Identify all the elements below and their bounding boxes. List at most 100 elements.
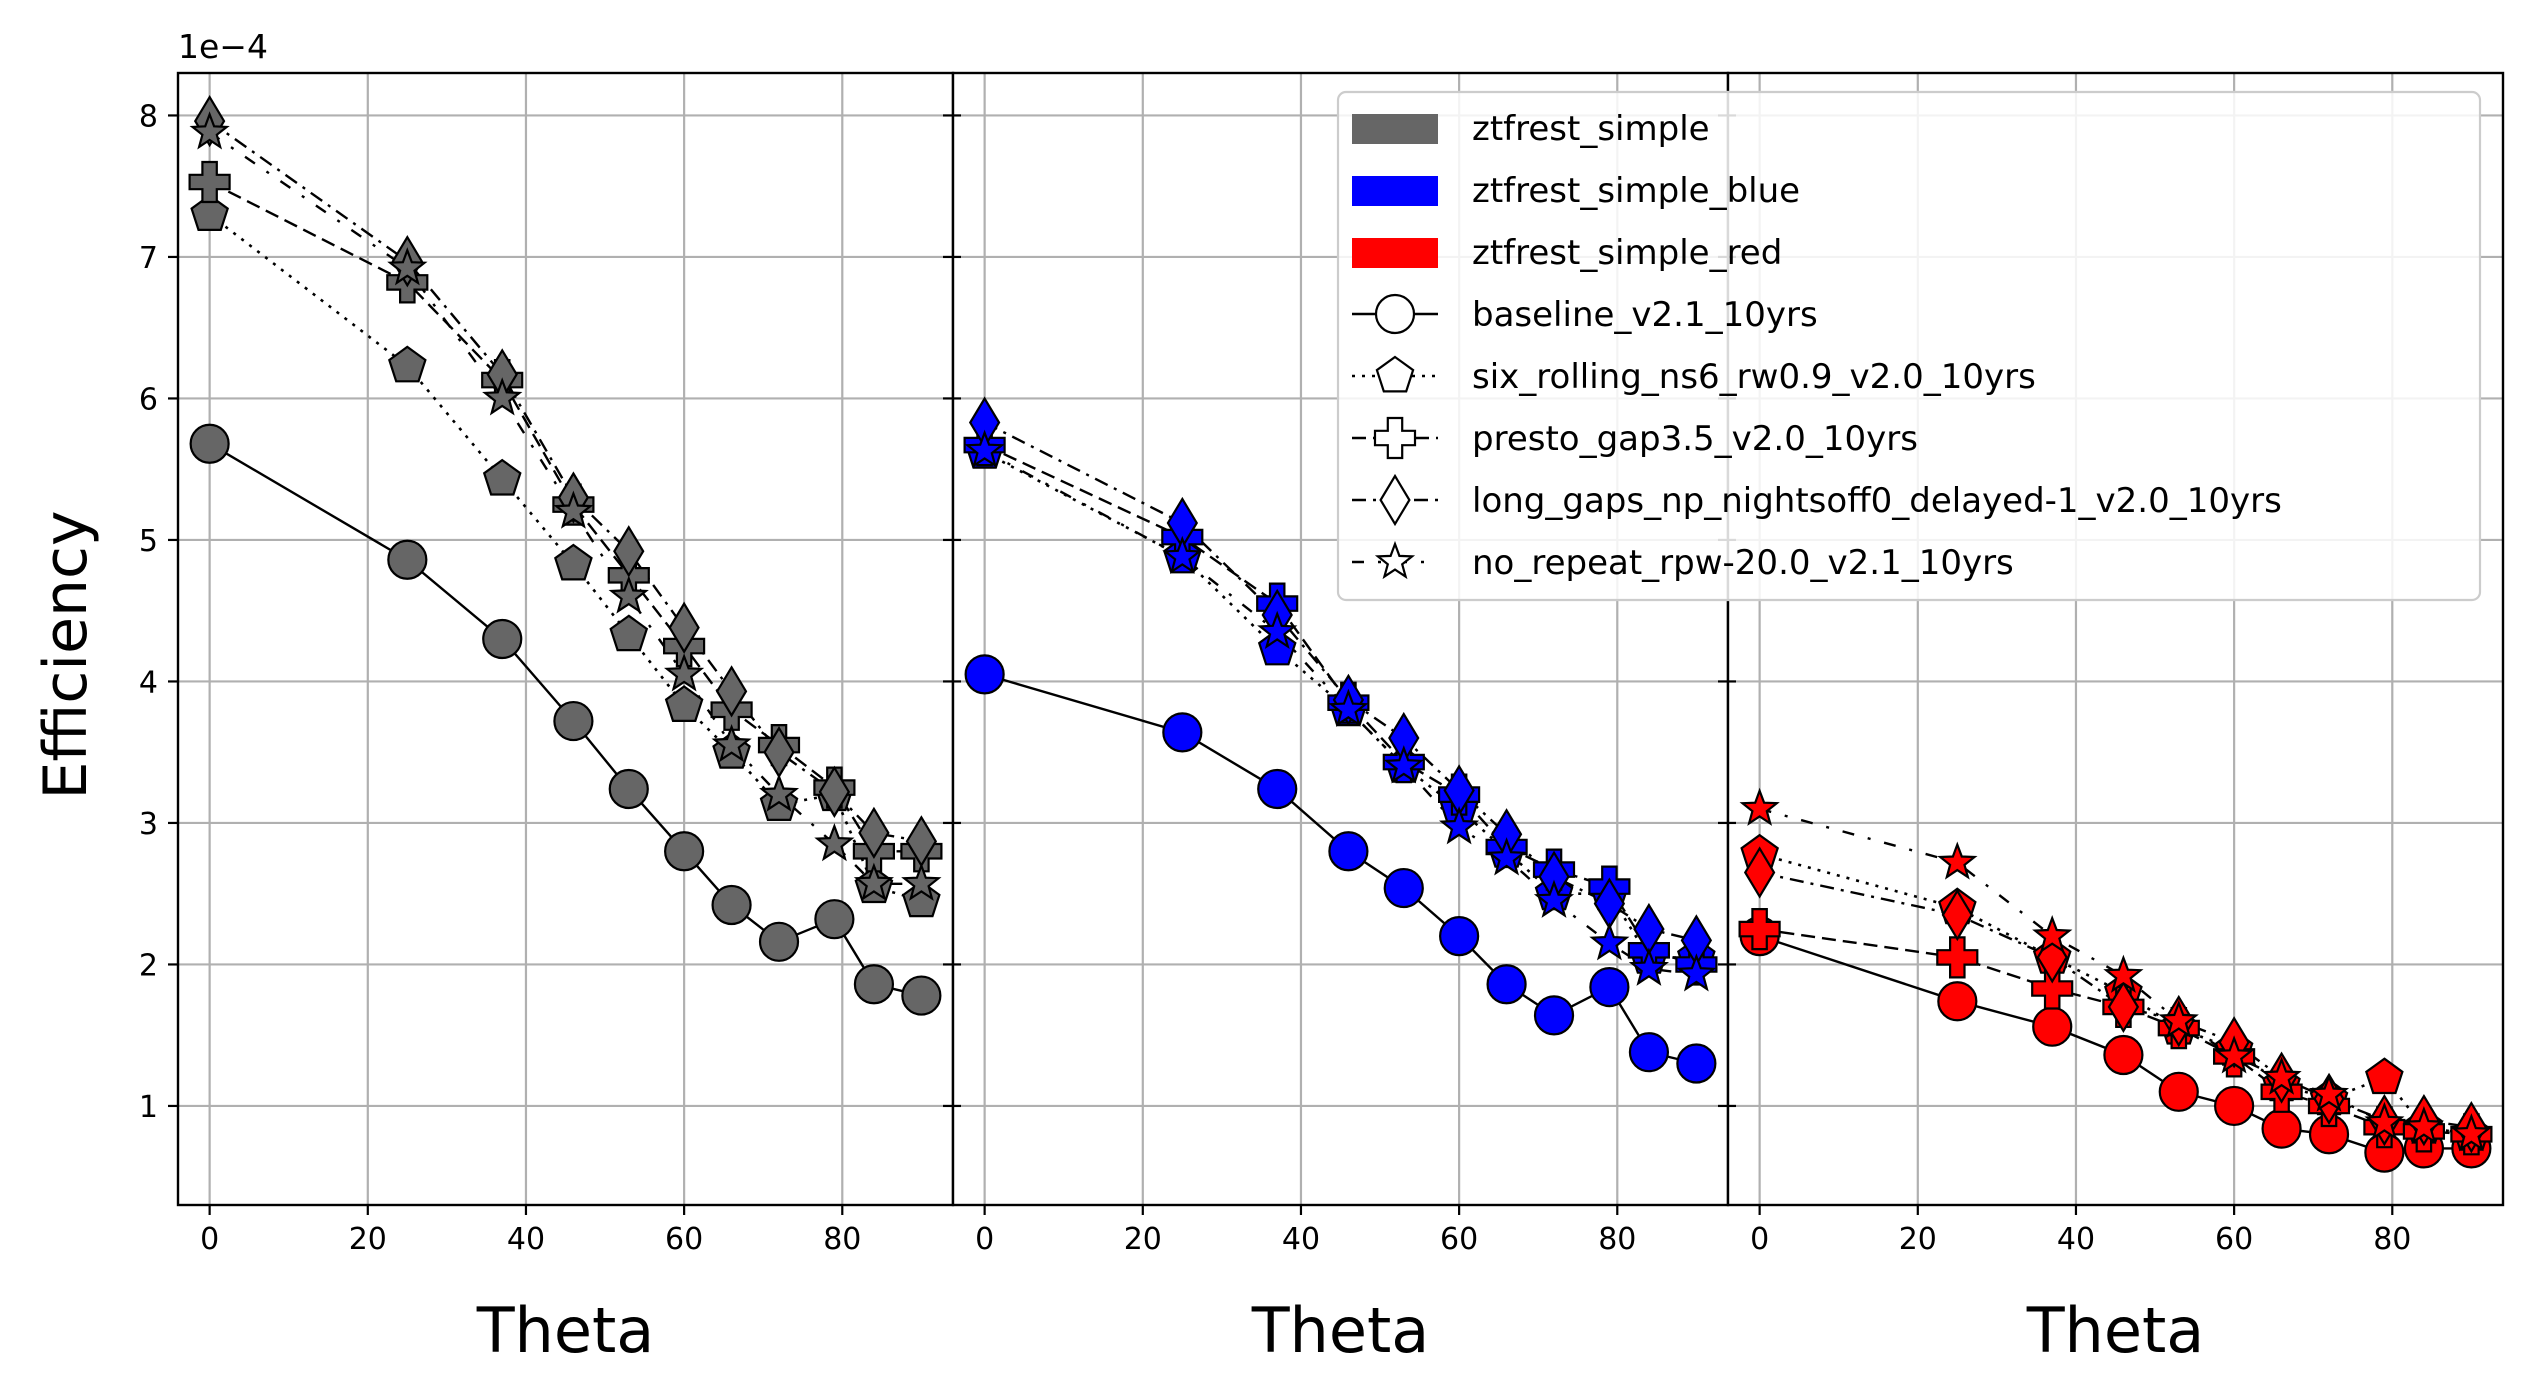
data-point-circle xyxy=(1533,995,1575,1036)
x-tick-label: 40 xyxy=(2057,1222,2095,1257)
data-point-star xyxy=(1589,922,1630,961)
legend-label: six_rolling_ns6_rw0.9_v2.0_10yrs xyxy=(1472,357,2036,397)
legend-label: ztfrest_simple_red xyxy=(1472,233,1782,273)
data-point-circle xyxy=(1257,768,1298,810)
data-point-star xyxy=(608,575,649,614)
x-tick-label: 0 xyxy=(975,1222,994,1257)
legend-swatch-ztfrest_simple_red xyxy=(1352,238,1438,268)
data-point-circle xyxy=(1937,981,1978,1022)
legend-marker-star xyxy=(1374,540,1416,580)
y-axis-offset-label: 1e−4 xyxy=(178,27,268,66)
legend: ztfrest_simple ztfrest_simple_blueztfrest… xyxy=(1336,90,2482,602)
y-tick-label: 5 xyxy=(139,524,158,559)
data-point-star xyxy=(2403,1106,2444,1145)
x-tick-label: 60 xyxy=(1440,1222,1478,1257)
data-point-diamond xyxy=(1941,888,1974,942)
data-point-circle xyxy=(1383,867,1424,909)
data-point-pentagon xyxy=(664,685,704,723)
y-tick-label: 3 xyxy=(139,807,158,842)
data-point-circle xyxy=(664,831,705,872)
data-point-star xyxy=(901,862,942,901)
y-tick-label: 7 xyxy=(139,241,158,276)
legend-marker-circle xyxy=(1374,293,1416,335)
legend-label: ztfrest_simple_blue xyxy=(1472,171,1800,211)
data-point-plus xyxy=(188,160,231,204)
data-point-pentagon xyxy=(482,458,522,496)
y-tick-label: 2 xyxy=(139,948,158,983)
data-point-star xyxy=(1739,787,1780,826)
legend-swatch-ztfrest_simple_blue xyxy=(1352,176,1438,206)
x-tick-label: 80 xyxy=(823,1222,861,1257)
legend-marker-diamond xyxy=(1379,473,1411,527)
data-point-circle xyxy=(608,768,649,810)
data-point-star xyxy=(1486,837,1527,876)
data-point-circle xyxy=(1328,831,1369,872)
x-axis-label: Theta xyxy=(2026,1294,2205,1367)
x-tick-label: 20 xyxy=(349,1222,387,1257)
data-point-diamond xyxy=(858,806,890,859)
y-axis-label: Efficiency xyxy=(31,510,101,799)
data-point-star xyxy=(2364,1101,2405,1141)
x-tick-label: 40 xyxy=(1282,1222,1320,1257)
data-point-star xyxy=(553,490,594,529)
data-point-circle xyxy=(2103,1034,2144,1076)
data-point-pentagon xyxy=(554,543,593,581)
legend-label: long_gaps_np_nightsoff0_delayed-1_v2.0_1… xyxy=(1472,481,2282,521)
data-point-circle xyxy=(1676,1043,1717,1084)
data-point-diamond xyxy=(1743,846,1776,899)
y-tick-label: 4 xyxy=(139,665,158,700)
x-tick-label: 0 xyxy=(1750,1222,1769,1257)
data-point-star xyxy=(2451,1113,2492,1152)
data-point-star xyxy=(2103,954,2144,993)
legend-marker-pentagon xyxy=(1375,355,1415,393)
data-point-circle xyxy=(482,618,523,660)
data-point-circle xyxy=(1162,712,1203,753)
data-point-plus xyxy=(1738,907,1781,951)
y-tick-label: 1 xyxy=(139,1090,158,1125)
data-point-circle xyxy=(189,423,230,464)
legend-label: presto_gap3.5_v2.0_10yrs xyxy=(1472,419,1918,459)
data-point-star xyxy=(2032,914,2073,954)
x-axis-label: Theta xyxy=(1251,1294,1430,1367)
data-point-star xyxy=(853,862,894,901)
panel-ztfrest_simple: 0 20 40 60 80 1 2 3 4 5 6 7 8 Theta xyxy=(139,71,955,1367)
data-point-star xyxy=(2214,1035,2255,1074)
legend-box xyxy=(1336,90,2482,602)
data-point-star xyxy=(1937,841,1978,880)
data-point-circle xyxy=(901,975,942,1016)
data-point-circle xyxy=(2032,1006,2073,1047)
data-point-plus xyxy=(2031,967,2074,1010)
data-point-star xyxy=(189,111,230,150)
data-point-star xyxy=(1676,953,1717,992)
data-point-star xyxy=(2308,1073,2350,1112)
x-tick-label: 80 xyxy=(1598,1222,1636,1257)
data-point-circle xyxy=(853,964,895,1005)
data-point-circle xyxy=(2261,1108,2302,1149)
data-point-circle xyxy=(2158,1071,2199,1112)
x-tick-label: 40 xyxy=(507,1222,545,1257)
data-point-diamond xyxy=(613,525,645,578)
data-point-circle xyxy=(964,654,1005,695)
x-tick-label: 0 xyxy=(200,1222,219,1257)
data-point-star xyxy=(1628,947,1669,986)
data-point-circle xyxy=(2214,1085,2255,1127)
data-point-star xyxy=(387,247,428,286)
data-point-circle xyxy=(711,884,752,926)
data-point-star xyxy=(1533,879,1575,918)
data-point-star xyxy=(2261,1056,2302,1095)
x-tick-label: 20 xyxy=(1124,1222,1162,1257)
x-axis-label: Theta xyxy=(476,1294,655,1367)
x-tick-label: 80 xyxy=(2373,1222,2411,1257)
data-point-star xyxy=(2158,999,2199,1039)
data-point-circle xyxy=(553,700,594,742)
data-point-star xyxy=(711,723,752,763)
data-point-diamond xyxy=(668,601,700,654)
data-point-plus xyxy=(1936,936,1979,979)
data-point-diamond xyxy=(818,765,851,818)
data-point-diamond xyxy=(715,665,748,718)
legend-label: no_repeat_rpw-20.0_v2.1_10yrs xyxy=(1472,543,2014,583)
data-point-circle xyxy=(1439,916,1480,957)
data-point-pentagon xyxy=(388,345,427,383)
data-point-star xyxy=(1162,535,1203,575)
